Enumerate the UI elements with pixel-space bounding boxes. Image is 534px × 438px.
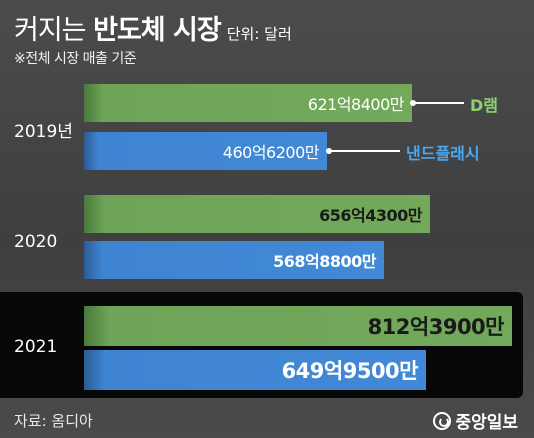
- publisher-name: 중앙일보: [455, 413, 518, 433]
- bar-value-nand-2021: 649억9500만: [281, 359, 419, 383]
- publisher-logo: 중앙일보: [433, 408, 518, 433]
- bar-value-dram-2020: 656억4300만: [319, 206, 422, 225]
- legend-leader-dram: [412, 102, 464, 104]
- year-label-2020: 2020: [14, 232, 58, 252]
- year-label-2019: 2019년: [14, 122, 73, 142]
- title-prefix: 커지는: [14, 15, 94, 46]
- title-bold: 반도체 시장: [93, 15, 222, 46]
- bar-nand-2019: 460억6200만: [84, 132, 327, 170]
- year-group-2020: 2020 656억4300만 568억8800만: [0, 186, 534, 288]
- year-label-2021: 2021: [14, 337, 58, 357]
- legend-label-nand: 낸드플래시: [406, 144, 480, 163]
- bar-value-dram-2021: 812억3900만: [367, 315, 505, 339]
- year-group-2019: 2019년 621억8400만 460억6200만 D램 낸드플래시: [0, 76, 534, 180]
- bar-dram-2019: 621억8400만: [84, 84, 412, 122]
- legend-dot-nand: [326, 148, 332, 154]
- bar-nand-2021: 649억9500만: [84, 350, 426, 390]
- unit-label: 단위: 달러: [226, 25, 292, 43]
- subtitle: ※전체 시장 매출 기준: [14, 51, 137, 67]
- source-note: 자료: 옴디아: [14, 412, 93, 430]
- bar-value-nand-2020: 568억8800만: [273, 252, 376, 271]
- legend-leader-nand: [328, 150, 400, 152]
- year-group-2021: 2021 812억3900만 649억9500만: [0, 292, 523, 398]
- joongang-logo-icon: [433, 411, 452, 430]
- chart-title: 커지는 반도체 시장 단위: 달러: [14, 8, 292, 47]
- legend-label-dram: D램: [470, 96, 499, 115]
- bar-dram-2020: 656억4300만: [84, 195, 430, 233]
- bar-dram-2021: 812억3900만: [84, 306, 512, 346]
- legend-dot-dram: [410, 100, 416, 106]
- bar-value-dram-2019: 621억8400만: [307, 95, 405, 114]
- bar-nand-2020: 568억8800만: [84, 241, 384, 279]
- bar-value-nand-2019: 460억6200만: [222, 143, 320, 162]
